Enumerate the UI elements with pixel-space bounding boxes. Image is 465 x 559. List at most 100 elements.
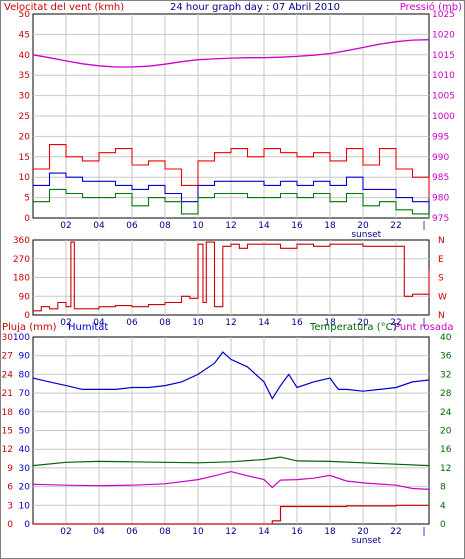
temperature-y-tick: 8 (440, 483, 446, 493)
humidity-x-tick: 18 (324, 527, 336, 537)
wind-x-tick: 04 (93, 221, 105, 231)
wind-x-tick: 08 (159, 221, 171, 231)
wind-x-tick: 12 (225, 221, 236, 231)
direction-x-tick: 14 (258, 318, 270, 328)
pressure-y-tick: 1000 (432, 112, 455, 122)
rain-y-tick: 30 (2, 333, 14, 343)
series-temperatura-line (32, 456, 430, 467)
direction-x-tick-end: | (423, 318, 426, 328)
direction-y-tick: 0 (24, 311, 30, 321)
temperature-y-tick: 36 (440, 352, 452, 362)
rain-y-tick: 18 (2, 408, 14, 418)
rain-y-tick: 6 (7, 483, 13, 493)
direction-y-tick: 360 (13, 236, 30, 246)
wind-y-tick: 10 (19, 173, 31, 183)
rain-y-tick: 12 (2, 445, 13, 455)
series-pressi--line (32, 39, 430, 68)
pressure-y-tick: 1020 (432, 30, 455, 40)
humidity-x-tick: 10 (192, 527, 204, 537)
pressure-y-tick: 985 (432, 173, 449, 183)
humidity-x-tick: 06 (126, 527, 138, 537)
humidity-y-tick: 0 (24, 520, 30, 530)
pressure-y-tick: 1005 (432, 92, 455, 102)
temperature-y-tick: 40 (440, 333, 452, 343)
direction-y-tick: 90 (19, 292, 31, 302)
wind-x-tick: 20 (357, 221, 369, 231)
wind-y-tick: 25 (19, 112, 30, 122)
humidity-y-tick: 10 (19, 501, 31, 511)
rain-y-tick: 9 (7, 464, 13, 474)
humidity-y-tick: 50 (19, 427, 31, 437)
compass-y-tick: S (438, 274, 444, 284)
direction-x-tick: 12 (225, 318, 236, 328)
direction-x-tick: 16 (291, 318, 303, 328)
pressure-y-tick: 980 (432, 194, 449, 204)
rain-y-tick: 21 (2, 389, 13, 399)
wind-y-tick: 45 (19, 30, 30, 40)
humidity-x-tick: 20 (357, 527, 369, 537)
humidity-x-tick: 14 (258, 527, 270, 537)
dewpoint-axis-title: Punt rosada (394, 322, 453, 333)
pressure-y-tick: 1010 (432, 71, 455, 81)
wind-x-tick: 10 (192, 221, 204, 231)
direction-x-tick: 04 (93, 318, 105, 328)
humidity-sunset-label: sunset (351, 536, 381, 546)
direction-x-tick: 22 (390, 318, 401, 328)
temperature-y-tick: 24 (440, 408, 452, 418)
temperature-y-tick: 20 (440, 427, 452, 437)
wind-axis-title: Velocitat del vent (kmh) (4, 2, 124, 13)
series-r-fega-line (33, 144, 430, 198)
compass-y-tick: W (438, 292, 447, 302)
rain-axis-title: Pluja (mm) (2, 322, 57, 333)
direction-y-tick: 270 (13, 255, 30, 265)
wind-x-tick: 16 (291, 221, 303, 231)
temperature-y-tick: 4 (440, 501, 446, 511)
humidity-x-tick: 08 (159, 527, 171, 537)
temperature-axis-title: Temperatura (°C) (309, 322, 397, 333)
wind-y-tick: 35 (19, 71, 30, 81)
wind-x-tick: 18 (324, 221, 336, 231)
wind-y-tick: 15 (19, 153, 30, 163)
wind-pressure-panel: 0510152025303540455097598098599099510001… (19, 10, 456, 240)
temperature-y-tick: 0 (440, 520, 446, 530)
wind-x-tick: 14 (258, 221, 270, 231)
wind-y-tick: 20 (19, 132, 31, 142)
wind-x-tick: 06 (126, 221, 138, 231)
humidity-x-tick: 02 (60, 527, 71, 537)
direction-x-tick: 08 (159, 318, 171, 328)
temperature-y-tick: 16 (440, 445, 452, 455)
pressure-y-tick: 995 (432, 132, 449, 142)
pressure-y-tick: 1015 (432, 51, 455, 61)
chart-title: 24 hour graph day : 07 Abril 2010 (170, 2, 340, 13)
rain-y-tick: 0 (7, 520, 13, 530)
direction-y-tick: 180 (13, 274, 30, 284)
humidity-x-tick: 16 (291, 527, 303, 537)
wind-y-tick: 0 (24, 214, 30, 224)
humidity-x-tick: 04 (93, 527, 105, 537)
direction-x-tick: 20 (357, 318, 369, 328)
wind-x-tick-end: | (423, 221, 426, 231)
pressure-y-tick: 1025 (432, 10, 455, 20)
series-punt-rosada-line (32, 470, 430, 490)
pressure-y-tick: 975 (432, 214, 449, 224)
humidity-y-tick: 70 (19, 389, 31, 399)
series-velocitat-line (33, 188, 430, 218)
wind-y-tick: 30 (19, 92, 31, 102)
compass-y-tick: E (438, 255, 444, 265)
direction-x-tick: 18 (324, 318, 336, 328)
wind-x-tick: 22 (390, 221, 401, 231)
wind-y-tick: 50 (19, 10, 31, 20)
rain-y-tick: 15 (2, 427, 13, 437)
humidity-y-tick: 100 (13, 333, 30, 343)
humidity-y-tick: 20 (19, 483, 31, 493)
humidity-x-tick: 12 (225, 527, 236, 537)
series-pluja-line (33, 504, 429, 525)
compass-y-tick: N (438, 311, 445, 321)
humidity-y-tick: 30 (19, 464, 31, 474)
rain-y-tick: 27 (2, 352, 13, 362)
wind-sunset-label: sunset (351, 230, 381, 240)
rain-y-tick: 24 (2, 370, 14, 380)
series-velocitat-mitjana-line (33, 172, 430, 210)
